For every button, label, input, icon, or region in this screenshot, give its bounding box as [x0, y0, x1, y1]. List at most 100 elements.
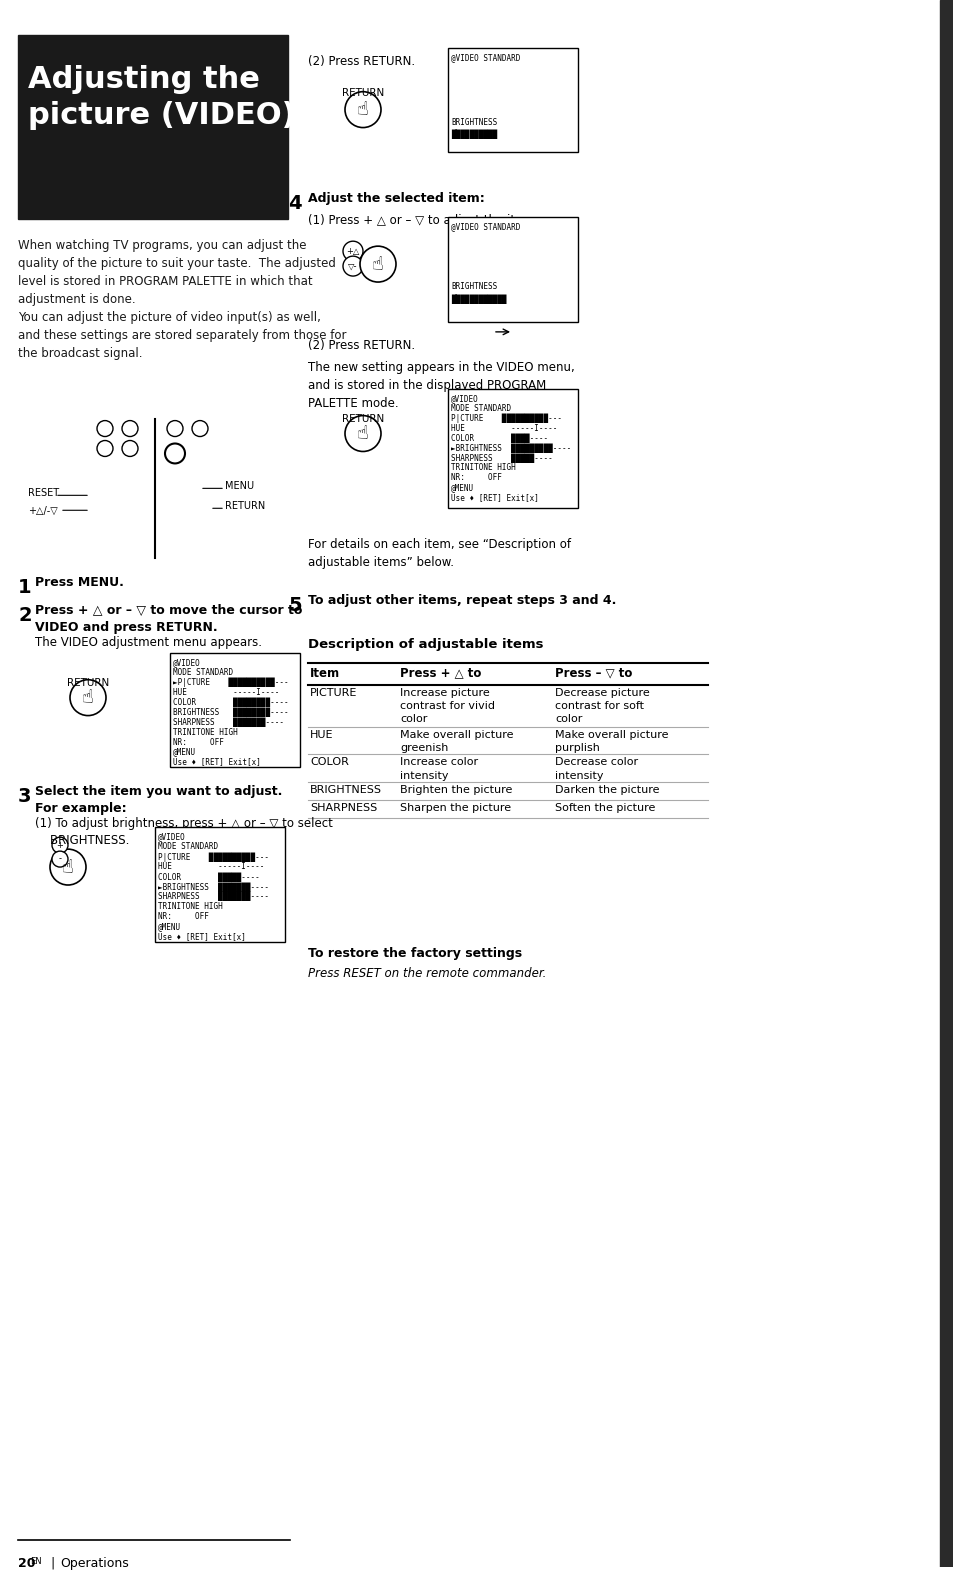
Text: COLOR        ████----: COLOR ████---- [451, 434, 548, 443]
Text: 20: 20 [18, 1556, 35, 1570]
Text: Decrease picture
contrast for soft
color: Decrease picture contrast for soft color [555, 687, 649, 725]
Text: Darken the picture: Darken the picture [555, 786, 659, 795]
Text: MODE STANDARD: MODE STANDARD [172, 668, 233, 676]
Text: Make overall picture
greenish: Make overall picture greenish [399, 729, 513, 753]
Text: RETURN: RETURN [341, 413, 384, 423]
Text: HUE          -----I----: HUE -----I---- [158, 861, 264, 871]
Text: +△: +△ [346, 247, 359, 256]
Text: ☝: ☝ [356, 424, 369, 443]
Text: @MENU: @MENU [172, 747, 196, 756]
Text: Soften the picture: Soften the picture [555, 803, 655, 813]
Text: HUE          -----I----: HUE -----I---- [172, 687, 279, 696]
Text: SHARPNESS: SHARPNESS [310, 803, 376, 813]
Text: SHARPNESS    █████----: SHARPNESS █████---- [451, 453, 552, 464]
Text: NR:     OFF: NR: OFF [172, 737, 224, 747]
Text: Increase color
intensity: Increase color intensity [399, 758, 477, 781]
Text: Use ♦ [RET] Exit[x]: Use ♦ [RET] Exit[x] [172, 758, 260, 767]
Text: ▽-: ▽- [348, 261, 357, 270]
Text: ☝: ☝ [372, 255, 383, 274]
Text: HUE          -----I----: HUE -----I---- [451, 423, 557, 432]
Text: RETURN: RETURN [67, 678, 109, 687]
Bar [18, 35, 288, 219]
Text: ☝: ☝ [62, 858, 74, 877]
Circle shape [97, 440, 112, 456]
Text: (2) Press RETURN.: (2) Press RETURN. [308, 340, 415, 352]
Text: MODE STANDARD: MODE STANDARD [158, 843, 218, 850]
Text: -: - [173, 423, 176, 434]
Text: @VIDEO STANDARD: @VIDEO STANDARD [451, 53, 519, 61]
Circle shape [165, 443, 185, 464]
Circle shape [192, 421, 208, 437]
Text: Select the item you want to adjust.
For example:: Select the item you want to adjust. For … [35, 786, 282, 816]
Text: TRINITONE HIGH: TRINITONE HIGH [172, 728, 237, 737]
Text: Press – ▽ to: Press – ▽ to [555, 667, 632, 679]
Text: When watching TV programs, you can adjust the
quality of the picture to suit you: When watching TV programs, you can adjus… [18, 239, 346, 360]
Text: Press RESET on the remote commander.: Press RESET on the remote commander. [308, 967, 546, 979]
Text: To adjust other items, repeat steps 3 and 4.: To adjust other items, repeat steps 3 an… [308, 594, 616, 607]
Text: BRIGHTNESS   ████████----: BRIGHTNESS ████████---- [172, 707, 289, 717]
Circle shape [345, 91, 380, 127]
Text: RETURN: RETURN [225, 501, 265, 511]
Text: SHARPNESS    ███████----: SHARPNESS ███████---- [158, 891, 269, 901]
Text: HUE: HUE [310, 729, 334, 739]
Text: Press + △ to: Press + △ to [399, 667, 481, 679]
Text: -: - [58, 855, 61, 863]
Text: For details on each item, see “Description of
adjustable items” below.: For details on each item, see “Descripti… [308, 538, 571, 569]
Text: Item: Item [310, 667, 340, 679]
Bar [448, 217, 578, 322]
Circle shape [343, 241, 363, 261]
Text: Brighten the picture: Brighten the picture [399, 786, 512, 795]
Text: TRINITONE HIGH: TRINITONE HIGH [451, 464, 516, 473]
Text: ►BRIGHTNESS  ███████----: ►BRIGHTNESS ███████---- [158, 882, 269, 891]
Text: 2: 2 [18, 605, 31, 626]
Text: @VIDEO: @VIDEO [172, 657, 200, 667]
Text: @VIDEO: @VIDEO [451, 393, 478, 402]
Text: The VIDEO adjustment menu appears.: The VIDEO adjustment menu appears. [35, 635, 262, 649]
Bar [170, 652, 299, 767]
Text: COLOR        █████----: COLOR █████---- [158, 872, 259, 882]
Circle shape [359, 247, 395, 281]
Circle shape [122, 440, 138, 456]
Text: 4: 4 [288, 195, 301, 214]
Circle shape [50, 849, 86, 885]
Circle shape [97, 421, 112, 437]
Circle shape [70, 679, 106, 715]
Text: RETURN: RETURN [341, 88, 384, 97]
Text: TRINITONE HIGH: TRINITONE HIGH [158, 902, 222, 910]
Text: Press MENU.: Press MENU. [35, 575, 124, 590]
Text: +: + [126, 423, 133, 434]
Text: The new setting appears in the VIDEO menu,
and is stored in the displayed PROGRA: The new setting appears in the VIDEO men… [308, 362, 574, 410]
Bar [939, 0, 953, 1567]
Text: -: - [198, 423, 201, 434]
Text: @VIDEO STANDARD: @VIDEO STANDARD [451, 222, 519, 231]
Text: BRIGHTNESS: BRIGHTNESS [451, 118, 497, 127]
Circle shape [52, 838, 68, 854]
Text: 1: 1 [18, 578, 31, 597]
Text: ☝: ☝ [356, 101, 369, 119]
Text: Decrease color
intensity: Decrease color intensity [555, 758, 638, 781]
Text: BRIGHTNESS: BRIGHTNESS [310, 786, 381, 795]
Text: BRIGHTNESS: BRIGHTNESS [451, 281, 497, 291]
Text: PICTURE: PICTURE [310, 687, 357, 698]
Text: NR:     OFF: NR: OFF [158, 912, 209, 921]
Text: MENU: MENU [225, 481, 253, 492]
Text: ██████████: ██████████ [451, 129, 497, 138]
Text: (1) Press + △ or – ▽ to adjust the item.: (1) Press + △ or – ▽ to adjust the item. [308, 214, 537, 228]
Text: ►BRIGHTNESS  █████████----: ►BRIGHTNESS █████████---- [451, 443, 571, 453]
Text: ████████████: ████████████ [451, 294, 506, 303]
Text: |: | [50, 1556, 54, 1570]
Text: Press + △ or – ▽ to move the cursor to
VIDEO and press RETURN.: Press + △ or – ▽ to move the cursor to V… [35, 604, 302, 634]
Circle shape [52, 850, 68, 868]
Text: @MENU: @MENU [158, 921, 181, 931]
Bar [448, 47, 578, 152]
Text: EN: EN [30, 1556, 42, 1566]
Text: Adjusting the
picture (VIDEO): Adjusting the picture (VIDEO) [28, 64, 295, 129]
Text: @MENU: @MENU [451, 483, 474, 492]
Text: @VIDEO: @VIDEO [158, 832, 186, 841]
Text: COLOR: COLOR [310, 758, 349, 767]
Text: NR:     OFF: NR: OFF [451, 473, 501, 483]
Text: Make overall picture
purplish: Make overall picture purplish [555, 729, 668, 753]
Bar [448, 388, 578, 508]
Text: Sharpen the picture: Sharpen the picture [399, 803, 511, 813]
Text: ⎕: ⎕ [172, 448, 178, 459]
